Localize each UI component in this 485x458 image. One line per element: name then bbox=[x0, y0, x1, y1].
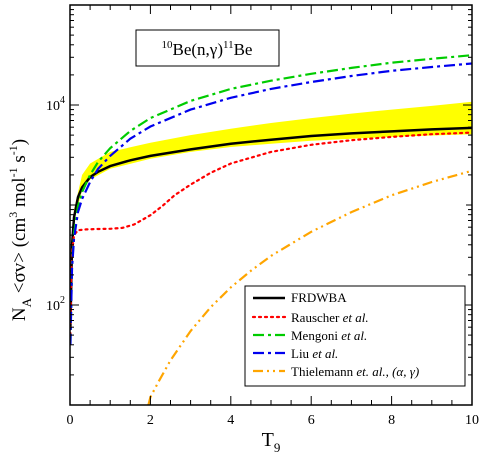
series-line-frdwba bbox=[70, 126, 472, 328]
x-tick-label: 10 bbox=[465, 413, 479, 428]
axis-ticks bbox=[69, 5, 473, 406]
series-line-mengoni-et-al bbox=[70, 54, 472, 345]
x-axis-title: T9 bbox=[262, 429, 281, 455]
x-tick-label: 8 bbox=[388, 413, 395, 428]
uncertainty-band bbox=[70, 101, 472, 288]
chart-title-box bbox=[135, 29, 280, 67]
y-tick-labels: 102 104 bbox=[46, 95, 65, 314]
legend-label-rauscher: Rauscher et al. bbox=[291, 310, 369, 325]
legend: FRDWBA Rauscher et al. Mengoni et al. Li… bbox=[244, 285, 466, 387]
x-tick-labels: 0 2 4 6 8 10 bbox=[67, 413, 480, 428]
y-tick-label: 104 bbox=[46, 95, 65, 114]
uncertainty-band-area bbox=[70, 101, 472, 288]
x-tick-label: 4 bbox=[227, 413, 234, 428]
legend-samples bbox=[251, 296, 287, 373]
y-axis-title: NA <σv> (cm3 mol-1 s-1) bbox=[6, 139, 34, 321]
x-tick-label: 0 bbox=[67, 413, 74, 428]
legend-label-thielemann: Thielemann et. al., (α, γ) bbox=[291, 364, 419, 379]
y-tick-label: 102 bbox=[46, 295, 65, 314]
series-line-liu-et-al bbox=[70, 62, 472, 345]
legend-label-mengoni: Mengoni et al. bbox=[291, 328, 367, 343]
x-tick-label: 6 bbox=[308, 413, 315, 428]
chart-title: 10Be(n,γ)11Be bbox=[162, 39, 253, 59]
x-tick-label: 2 bbox=[147, 413, 154, 428]
legend-label-frdwba: FRDWBA bbox=[291, 290, 347, 305]
series-lines bbox=[70, 54, 472, 405]
legend-label-liu: Liu et al. bbox=[291, 346, 338, 361]
series-line-thielemann-et-al bbox=[147, 169, 472, 405]
